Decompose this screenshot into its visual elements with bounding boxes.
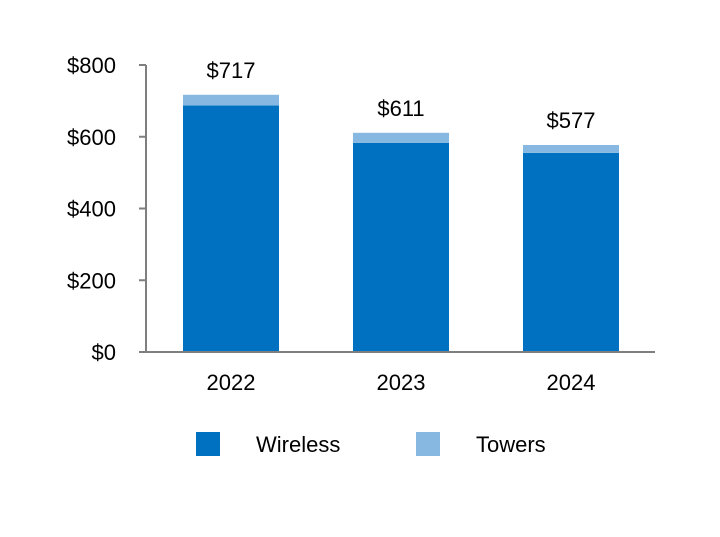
legend-swatch-towers <box>416 432 440 456</box>
total-labels-layer: $717 $611 $577 <box>207 58 596 133</box>
bar-wireless-2024 <box>523 152 619 352</box>
total-label-2024: $577 <box>547 108 596 133</box>
bar-towers-2023 <box>353 132 449 143</box>
legend-item-towers: Towers <box>416 432 546 457</box>
legend-item-wireless: Wireless <box>196 432 340 457</box>
total-label-2023: $611 <box>377 96 424 121</box>
axes-layer: $0 $200 $400 $600 $800 2022 2023 2024 <box>67 53 655 395</box>
y-tick-label: $600 <box>67 125 116 150</box>
y-tick-label: $0 <box>92 340 116 365</box>
x-tick-label-2023: 2023 <box>377 370 426 395</box>
bars-layer <box>183 94 619 352</box>
legend-label-towers: Towers <box>476 432 546 457</box>
bar-wireless-2023 <box>353 142 449 352</box>
y-tick-label: $200 <box>67 268 116 293</box>
y-tick-label: $800 <box>67 53 116 78</box>
legend: Wireless Towers <box>196 432 546 457</box>
legend-swatch-wireless <box>196 432 220 456</box>
total-label-2022: $717 <box>207 58 256 83</box>
bar-towers-2024 <box>523 145 619 153</box>
legend-label-wireless: Wireless <box>256 432 340 457</box>
x-tick-label-2024: 2024 <box>547 370 596 395</box>
bar-wireless-2022 <box>183 105 279 352</box>
bar-towers-2022 <box>183 94 279 106</box>
y-tick-label: $400 <box>67 197 116 222</box>
x-tick-label-2022: 2022 <box>207 370 256 395</box>
